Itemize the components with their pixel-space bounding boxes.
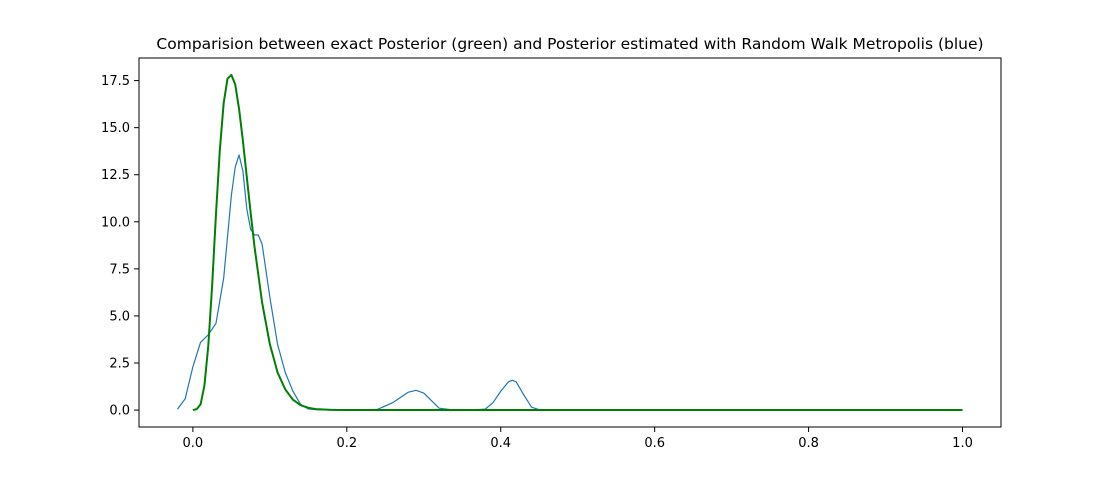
x-tick-label: 1.0	[952, 436, 973, 451]
y-tick-label: 2.5	[109, 356, 130, 371]
x-tick-label: 0.2	[336, 436, 357, 451]
y-tick-label: 17.5	[101, 74, 130, 89]
x-tick-label: 0.0	[183, 436, 204, 451]
y-tick-label: 7.5	[109, 262, 130, 277]
y-tick-label: 15.0	[101, 121, 130, 136]
x-tick-label: 0.4	[490, 436, 511, 451]
chart-title: Comparision between exact Posterior (gre…	[156, 35, 983, 53]
y-tick-label: 0.0	[109, 404, 130, 419]
y-tick-label: 10.0	[101, 215, 130, 230]
y-tick-label: 5.0	[109, 309, 130, 324]
series-line-1	[192, 73, 963, 412]
series-layer	[176, 73, 963, 412]
x-tick-label: 0.8	[798, 436, 819, 451]
axes-layer: 0.0 0.2 0.4 0.6 0.8 1.0 0.0 2.5 5.0 7.5 10.0 12.5 15…	[101, 74, 973, 451]
x-tick-label: 0.6	[644, 436, 665, 451]
y-tick-label: 12.5	[101, 168, 130, 183]
axes-frame	[138, 57, 1002, 428]
